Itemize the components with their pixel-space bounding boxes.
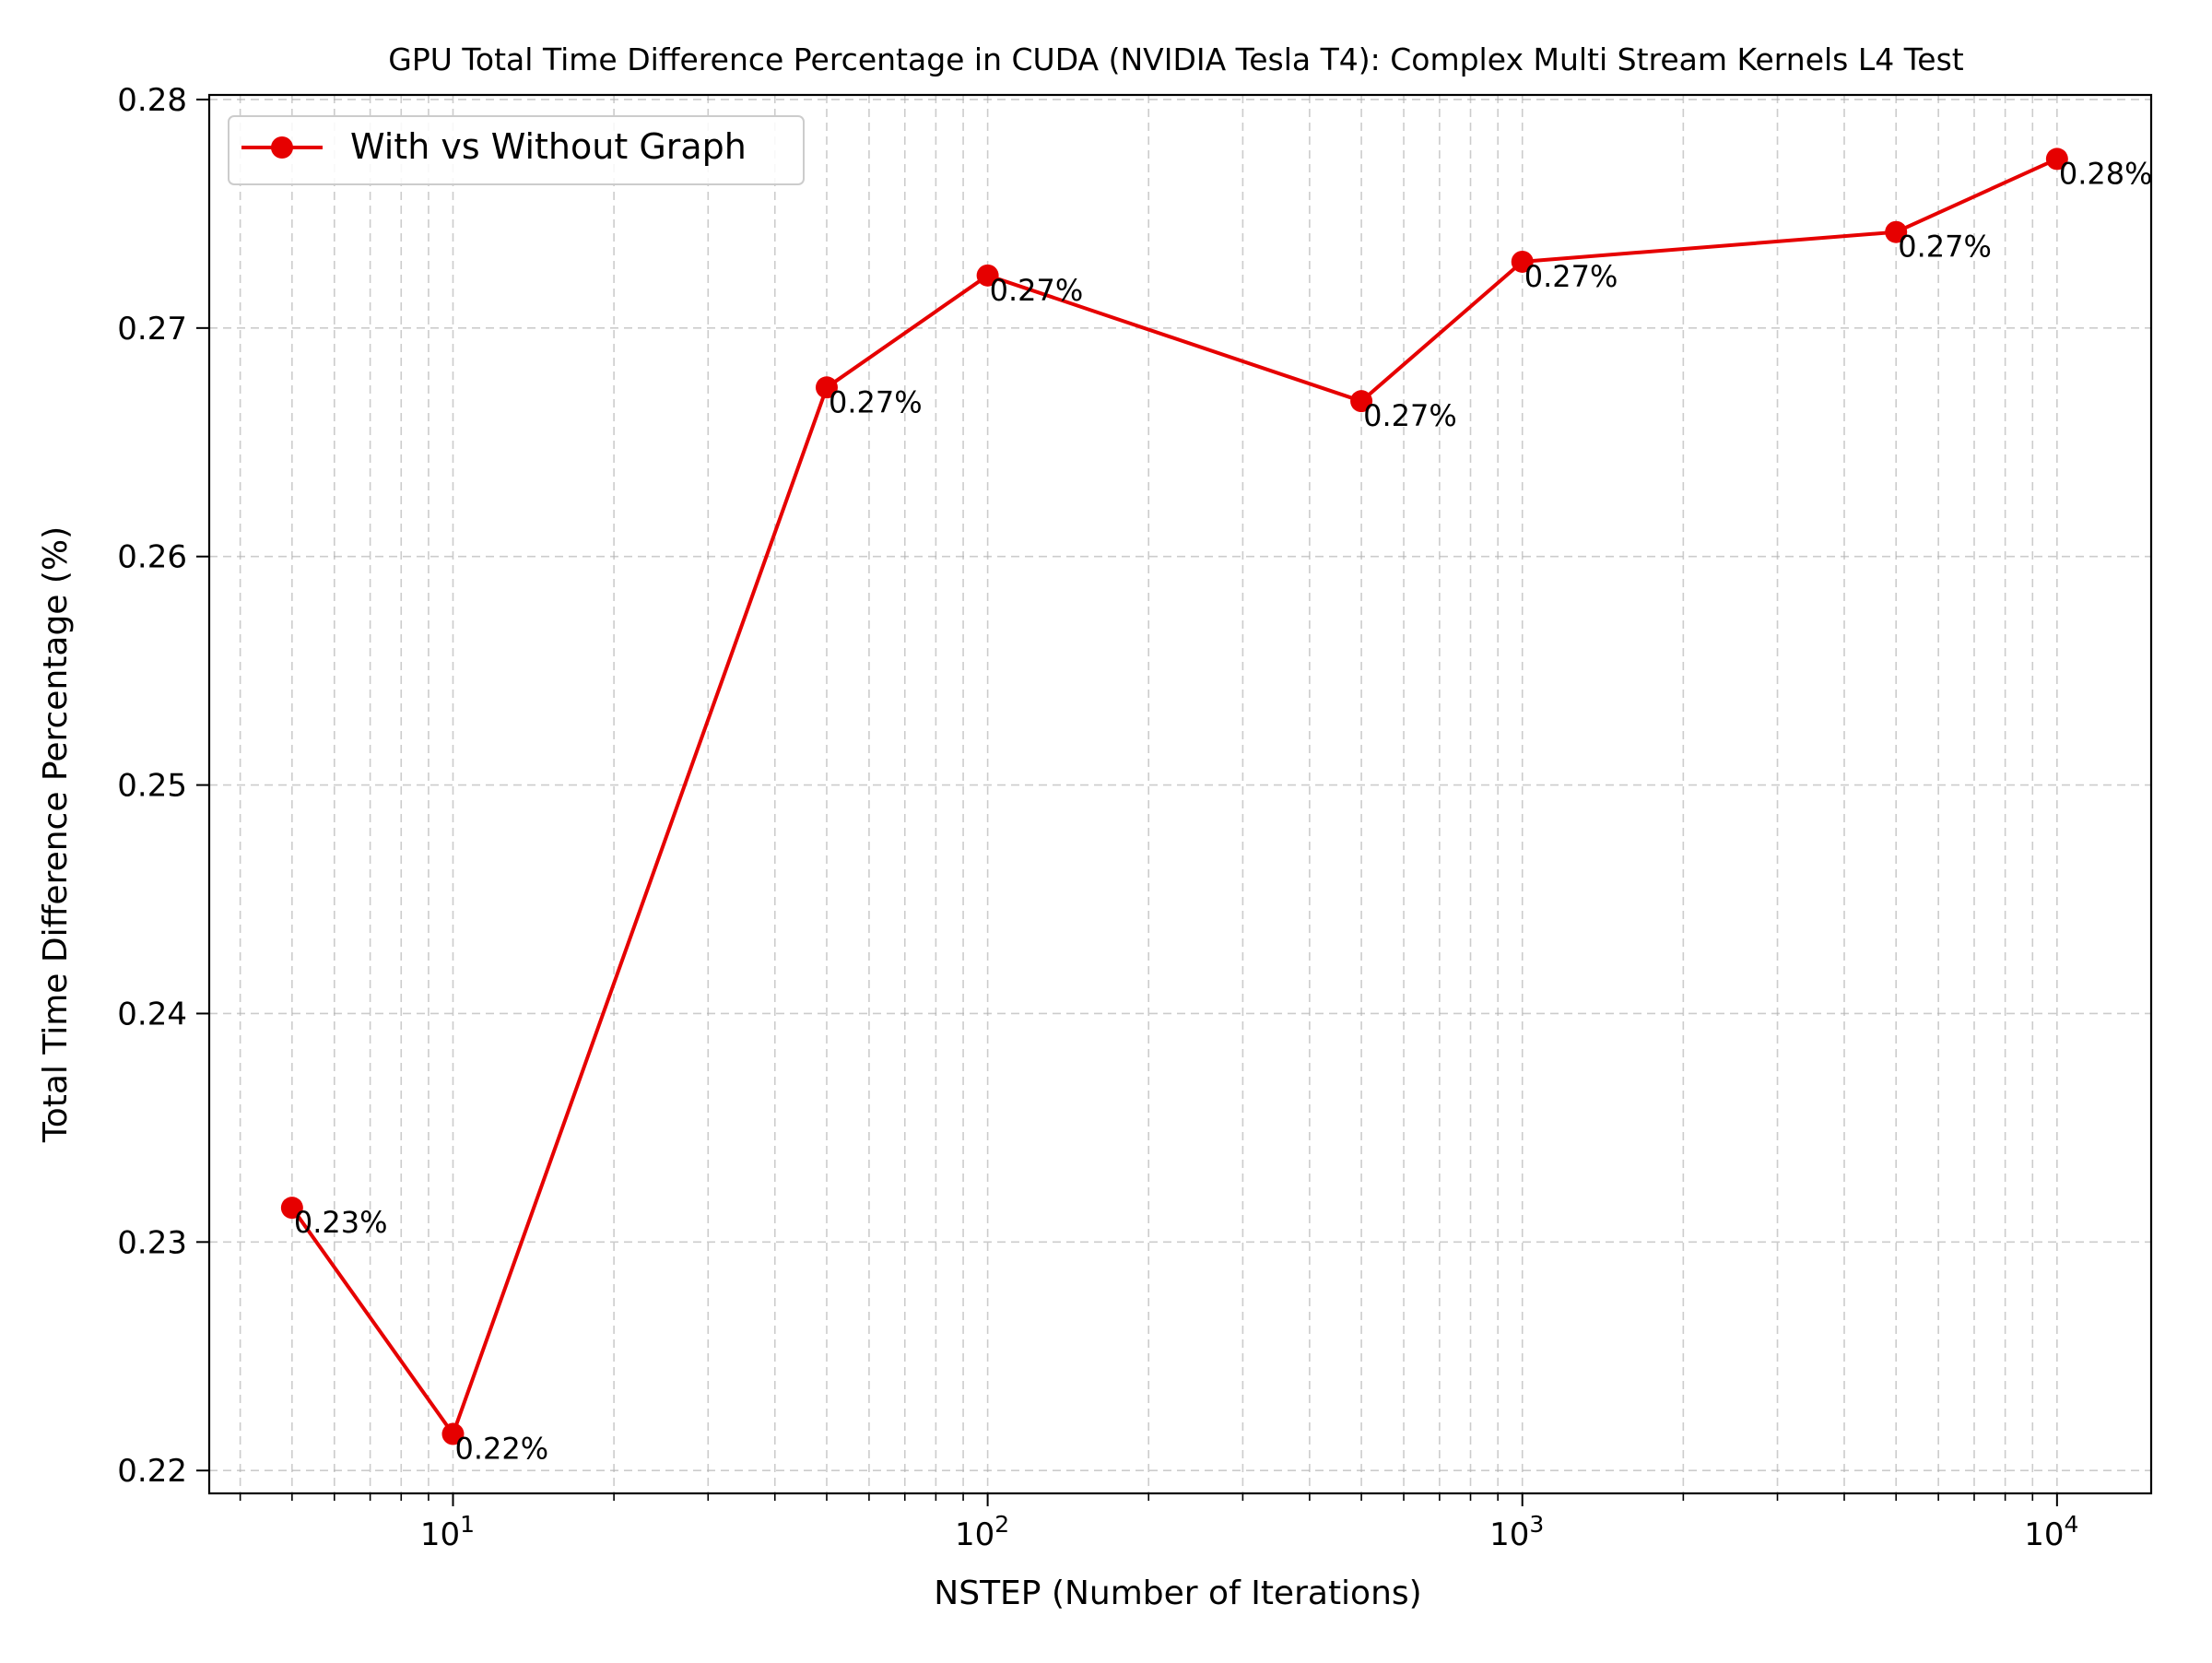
data-point-label: 0.27%: [990, 273, 1084, 308]
data-point-marker: [1511, 250, 1534, 273]
x-axis-label: NSTEP (Number of Iterations): [934, 1575, 1421, 1612]
axes: 101 102 103 104 0.22 0.23 0.24 0.25 0.26 0.27 0.28: [117, 82, 2153, 1553]
plot-frame: [207, 93, 2153, 1495]
data-point-label: 0.28%: [2059, 156, 2153, 191]
x-tick-label: 102: [955, 1511, 1009, 1553]
data-labels: 0.23% 0.22% 0.27% 0.27% 0.27% 0.27% 0.27% 0.28%: [294, 156, 2153, 1466]
data-point-marker: [280, 1197, 303, 1220]
data-point-marker: [976, 264, 999, 287]
y-tick-label: 0.27: [117, 311, 187, 348]
y-tick-label: 0.25: [117, 768, 187, 805]
series-layer: [280, 147, 2068, 1445]
y-tick-label: 0.23: [117, 1224, 187, 1261]
y-tick-label: 0.22: [117, 1453, 187, 1490]
legend: With vs Without Graph: [228, 115, 805, 185]
data-point-marker: [441, 1422, 465, 1445]
grid-lines: [209, 95, 2151, 1493]
data-point-marker: [1885, 220, 1908, 243]
x-tick-label: 104: [2024, 1511, 2078, 1553]
legend-marker-swatch: [271, 136, 293, 159]
data-point-label: 0.27%: [1524, 259, 1618, 294]
x-tick-label: 101: [420, 1511, 475, 1553]
series-line: [290, 157, 2058, 1436]
y-tick-label: 0.28: [117, 82, 187, 119]
y-axis-label: Total Time Difference Percentage (%): [37, 526, 75, 1143]
x-tick-label: 103: [1489, 1511, 1544, 1553]
data-point-label: 0.27%: [1363, 398, 1457, 433]
y-tick-label: 0.26: [117, 539, 187, 576]
data-point-label: 0.22%: [454, 1432, 548, 1467]
y-tick-label: 0.24: [117, 996, 187, 1032]
data-point-label: 0.27%: [1898, 230, 1992, 265]
data-point-label: 0.23%: [294, 1205, 388, 1240]
data-point-label: 0.27%: [829, 384, 923, 419]
data-point-marker: [2045, 147, 2068, 171]
legend-label: With vs Without Graph: [350, 126, 747, 167]
data-point-marker: [815, 376, 838, 399]
data-point-marker: [1350, 390, 1373, 413]
legend-box: [228, 115, 805, 185]
chart-title: GPU Total Time Difference Percentage in …: [388, 41, 1964, 77]
